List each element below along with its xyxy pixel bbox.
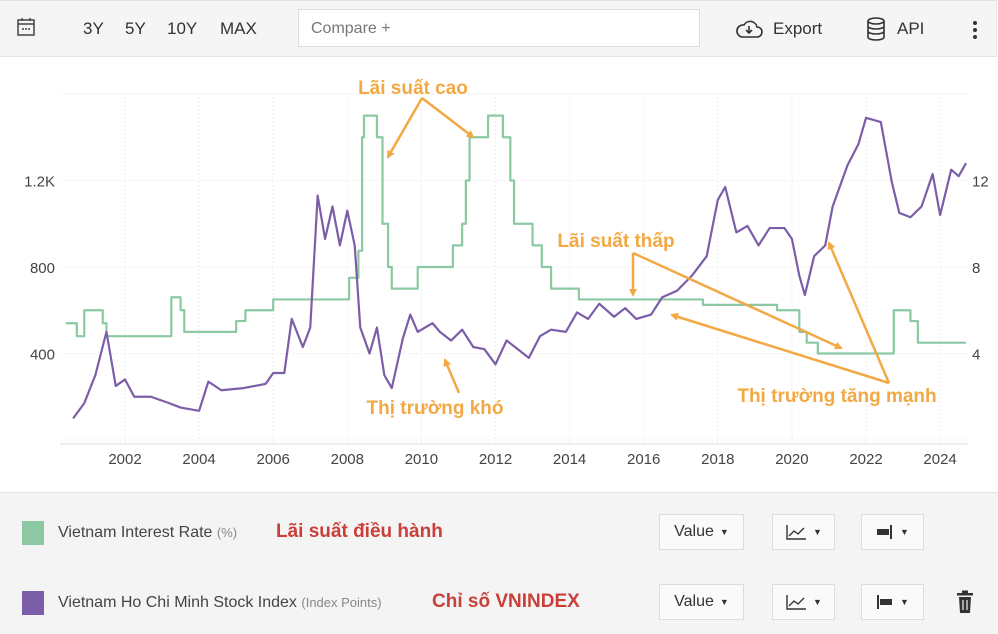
left-y-tick-label: 800 (30, 260, 55, 277)
value-dropdown[interactable]: Value ▼ (659, 514, 744, 550)
left-y-tick-label: 1.2K (24, 174, 55, 191)
x-tick-label: 2008 (331, 451, 364, 468)
annotation-label: Thị trường tăng mạnh (737, 386, 936, 407)
database-icon (867, 17, 885, 41)
series-label: Vietnam Ho Chi Minh Stock Index (Index P… (58, 594, 382, 612)
axis-left-icon (877, 595, 893, 609)
series-name: Vietnam Interest Rate (58, 524, 213, 541)
legend-row-stock-index: Vietnam Ho Chi Minh Stock Index (Index P… (0, 582, 998, 622)
value-label: Value (674, 593, 714, 610)
interest-rate-line (65, 114, 967, 355)
api-button[interactable]: API (897, 19, 925, 38)
right-y-tick-label: 12 (972, 174, 989, 191)
line-chart-icon (786, 525, 807, 540)
series-note: Lãi suất điều hành (276, 521, 443, 542)
annotation-label: Thị trường khó (366, 398, 503, 419)
series-unit: (Index Points) (301, 595, 382, 610)
annotation-arrow (827, 241, 891, 384)
caret-down-icon: ▼ (813, 527, 822, 537)
axis-right-icon (877, 525, 893, 539)
range-3y-button[interactable]: 3Y (83, 19, 104, 38)
export-button[interactable]: Export (773, 19, 823, 38)
x-tick-label: 2006 (257, 451, 290, 468)
caret-down-icon: ▼ (719, 527, 729, 537)
x-tick-label: 2022 (849, 451, 882, 468)
legend-panel: Vietnam Interest Rate (%) Lãi suất điều … (0, 492, 998, 634)
x-tick-label: 2002 (108, 451, 141, 468)
line-chart-icon (786, 595, 807, 610)
range-max-button[interactable]: MAX (220, 19, 257, 38)
annotation-arrow (632, 251, 843, 350)
calendar-icon[interactable] (16, 17, 36, 37)
annotation-arrow (443, 358, 461, 394)
left-y-tick-label: 400 (30, 347, 55, 364)
compare-input[interactable]: Compare + (298, 9, 700, 47)
chart-type-dropdown[interactable]: ▼ (772, 514, 835, 550)
axis-position-dropdown[interactable]: ▼ (861, 514, 924, 550)
range-5y-button[interactable]: 5Y (125, 19, 146, 38)
annotation-label: Lãi suất thấp (557, 231, 674, 252)
series-name: Vietnam Ho Chi Minh Stock Index (58, 594, 297, 611)
caret-down-icon: ▼ (813, 597, 822, 607)
annotation-arrow (386, 97, 424, 159)
chart-type-dropdown[interactable]: ▼ (772, 584, 835, 620)
right-y-tick-label: 8 (972, 260, 980, 277)
series-color-swatch[interactable] (22, 521, 44, 545)
annotation-arrow (670, 312, 890, 385)
annotation-label: Lãi suất cao (358, 78, 468, 99)
cloud-download-icon (736, 20, 763, 38)
legend-row-interest-rate: Vietnam Interest Rate (%) Lãi suất điều … (0, 512, 998, 552)
stock-index-line (72, 116, 967, 420)
caret-down-icon: ▼ (900, 527, 909, 537)
series-note: Chỉ số VNINDEX (432, 591, 580, 612)
series-label: Vietnam Interest Rate (%) (58, 524, 237, 542)
annotation-arrow (421, 97, 475, 139)
more-options-icon[interactable] (972, 20, 978, 40)
x-tick-label: 2020 (775, 451, 808, 468)
x-tick-label: 2004 (182, 451, 215, 468)
x-tick-label: 2018 (701, 451, 734, 468)
caret-down-icon: ▼ (719, 597, 729, 607)
toolbar: 3Y 5Y 10Y MAX Compare + Export API (0, 0, 997, 57)
x-tick-label: 2010 (405, 451, 438, 468)
x-tick-label: 2024 (923, 451, 956, 468)
series-color-swatch[interactable] (22, 591, 44, 615)
right-y-tick-label: 4 (972, 347, 980, 364)
series-unit: (%) (216, 525, 238, 540)
value-dropdown[interactable]: Value ▼ (659, 584, 744, 620)
x-tick-label: 2014 (553, 451, 586, 468)
range-10y-button[interactable]: 10Y (167, 19, 198, 38)
caret-down-icon: ▼ (900, 597, 909, 607)
value-label: Value (674, 523, 714, 540)
axis-position-dropdown[interactable]: ▼ (861, 584, 924, 620)
x-tick-label: 2016 (627, 451, 660, 468)
trash-icon[interactable] (955, 590, 975, 614)
chart: 2002 2004 2006 2008 2010 2012 2014 2016 2018 2020… (24, 78, 989, 468)
x-tick-label: 2012 (479, 451, 512, 468)
